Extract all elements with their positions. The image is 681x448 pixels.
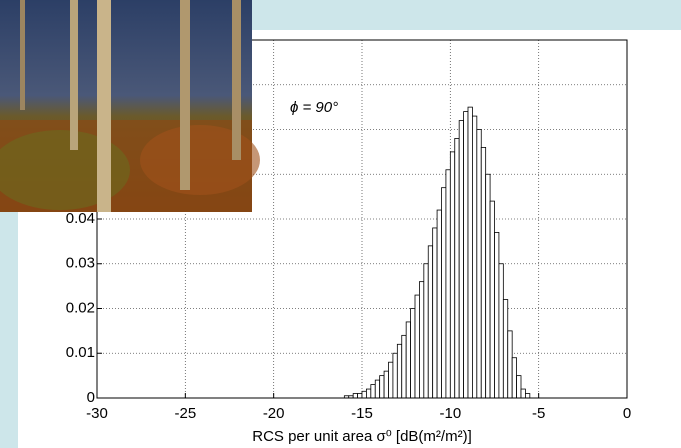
bar [370,384,376,399]
x-tick-label: 0 [623,405,631,422]
x-tick-label: -30 [86,405,108,422]
bar [419,281,425,399]
x-tick-label: -5 [532,405,545,422]
bar [374,379,381,399]
bar [410,308,416,399]
bar [467,106,473,399]
y-tick-label: 0.04 [66,210,95,227]
bar [476,129,482,399]
bar [494,232,500,399]
x-tick-label: -20 [263,405,285,422]
bar [423,263,429,399]
bar [396,343,403,399]
x-tick-label: -25 [174,405,196,422]
bar [516,375,522,399]
x-tick-label: -15 [351,405,373,422]
bar [520,388,526,399]
y-tick-label: 0.02 [66,299,95,316]
bar [454,138,460,399]
bar [361,390,367,399]
bar [379,375,385,399]
bar [449,151,456,399]
bar [463,111,469,399]
bar [352,393,358,399]
bar [485,173,491,399]
bar [458,120,464,399]
bar [392,352,398,399]
bar [498,263,504,399]
axes-frame [96,39,628,399]
bar [445,169,451,399]
bar [489,200,495,399]
bar [388,361,394,399]
bar [511,357,517,399]
bar [525,393,531,399]
y-tick-label: 0 [87,389,95,406]
annotation: ϕ = 90° [290,99,338,116]
bar [472,115,478,399]
bar [441,187,447,399]
y-tick-label: 0.01 [66,344,95,361]
bar [414,294,420,399]
bar [405,321,411,399]
bar [480,146,487,399]
x-axis-label: RCS per unit area σ⁰ [dB(m²/m²)] [252,428,472,445]
bar [502,299,509,399]
bar [366,388,372,399]
bar [401,334,407,399]
bar [432,227,438,399]
bar [427,245,434,399]
bar [383,370,389,399]
bar [357,393,363,399]
x-tick-label: -10 [439,405,461,422]
bar [507,330,513,399]
y-tick-label: 0.03 [66,255,95,272]
bar [436,209,442,399]
photo [0,0,260,212]
